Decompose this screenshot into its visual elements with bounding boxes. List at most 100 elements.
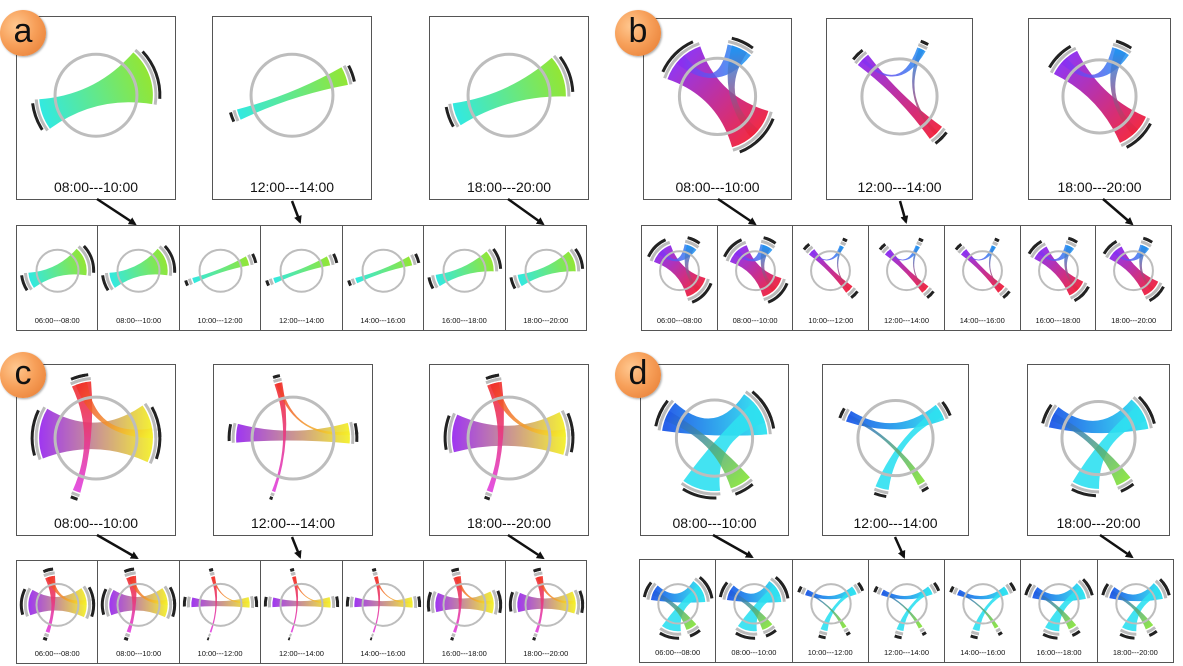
strip-time-label: 18:00---20:00	[1112, 648, 1158, 657]
node-arc-outer	[70, 495, 78, 501]
node-arc	[818, 630, 827, 636]
chord-diagram	[1101, 578, 1171, 640]
node-arc	[1142, 240, 1151, 247]
chord-ribbon	[39, 405, 153, 463]
node-arc-outer	[1031, 244, 1037, 250]
node-arc	[735, 627, 758, 636]
chord-ribbon	[276, 382, 350, 436]
node-arc-outer	[570, 428, 575, 436]
center-ring	[249, 52, 335, 138]
node-arc-outer	[369, 637, 373, 641]
strip-cell: 14:00---16:00	[945, 226, 1021, 330]
chord-diagram	[1027, 236, 1090, 303]
chord-ribbon	[652, 589, 697, 630]
node-arc-outer	[509, 277, 516, 290]
time-label: 12:00---14:00	[853, 515, 938, 531]
chord-diagram	[642, 576, 714, 640]
strip-cell: 16:00---18:00	[1021, 560, 1098, 662]
chord-diagram	[722, 236, 789, 304]
strip-cell: 18:00---20:00	[1098, 560, 1173, 662]
node-arc-outer	[265, 280, 271, 287]
node-arc	[34, 406, 46, 461]
node-arc	[801, 589, 805, 593]
chord-ribbon	[727, 45, 759, 138]
node-arc	[269, 278, 275, 286]
strip-time-label: 16:00---18:00	[441, 316, 487, 325]
strip-cell: 12:00---14:00	[261, 561, 343, 663]
node-arc-outer	[443, 415, 451, 451]
node-arc-outer	[702, 580, 712, 593]
node-arc	[370, 633, 374, 637]
arrow	[712, 533, 754, 559]
node-arc	[939, 405, 948, 416]
strip-time-label: 14:00---16:00	[960, 648, 1006, 657]
strip-cell: 08:00---10:00	[718, 226, 794, 330]
node-arc-outer	[101, 274, 110, 292]
node-arc-outer	[956, 244, 961, 249]
chord-diagram	[954, 237, 1011, 299]
chord-ribbon	[453, 575, 463, 633]
panel-a-big-3: 18:00---20:00	[429, 16, 589, 200]
chord-diagram	[30, 373, 162, 501]
node-arc-outer	[652, 243, 659, 250]
node-arc-outer	[19, 588, 27, 616]
chord-ribbon	[191, 597, 250, 608]
chord-ribbon	[684, 244, 701, 292]
strip-cell: 16:00---18:00	[424, 561, 506, 663]
chord-ribbon	[728, 589, 773, 630]
node-arc-outer	[452, 567, 458, 573]
panel-b-badge: b	[615, 10, 661, 56]
node-arc	[1109, 246, 1116, 253]
node-arc	[850, 290, 855, 294]
panel-a-big-1: 08:00---10:00	[16, 16, 176, 200]
time-label: 18:00---20:00	[466, 515, 552, 531]
chord-ribbon	[435, 251, 494, 287]
node-arc	[873, 487, 889, 495]
node-arc	[448, 103, 460, 128]
chord-ribbon	[881, 591, 923, 629]
chord-diagram	[184, 248, 258, 293]
chord-diagram	[182, 567, 258, 641]
node-arc	[373, 572, 377, 576]
center-ring	[466, 395, 552, 481]
node-arc	[23, 587, 32, 617]
center-ring	[734, 250, 776, 292]
node-arc-outer	[873, 491, 887, 499]
node-arc-outer	[347, 64, 356, 82]
panel-c-big-1: 08:00---10:00	[16, 364, 176, 536]
strip-time-label: 18:00---20:00	[1111, 316, 1157, 325]
chord-ribbon	[271, 382, 287, 493]
strip-cell: 10:00---12:00	[793, 226, 870, 330]
node-arc	[1115, 43, 1129, 52]
chord-ribbon	[28, 588, 87, 618]
node-arc	[1001, 290, 1006, 294]
chord-diagram	[661, 36, 775, 154]
chord-ribbon	[962, 245, 996, 261]
node-arc	[754, 398, 770, 423]
node-arc-outer	[689, 236, 699, 244]
strip-cell: 10:00---12:00	[180, 226, 262, 330]
center-ring	[279, 582, 324, 627]
time-label: 18:00---20:00	[1057, 179, 1142, 195]
panel-d-badge: d	[615, 352, 661, 398]
node-arc	[930, 585, 936, 592]
node-arc-outer	[450, 636, 455, 641]
strip-time-label: 18:00---20:00	[523, 649, 569, 658]
chord-ribbon	[372, 576, 380, 633]
center-ring	[659, 250, 700, 292]
node-arc	[660, 408, 668, 421]
strip-time-label: 08:00---10:00	[731, 648, 777, 657]
chord-ribbon	[75, 381, 153, 439]
node-arc-outer	[776, 291, 783, 298]
time-label: 12:00---14:00	[857, 179, 942, 195]
center-ring	[361, 582, 406, 627]
strip-cell: 12:00---14:00	[261, 226, 343, 330]
node-arc	[158, 245, 173, 276]
time-label: 12:00---14:00	[250, 515, 336, 531]
node-arc	[1081, 583, 1090, 595]
node-arc-outer	[1120, 482, 1135, 493]
chord-diagram	[101, 244, 177, 293]
chord-ribbon	[236, 422, 350, 444]
center-ring	[361, 248, 406, 293]
time-label: 08:00---10:00	[53, 515, 139, 531]
